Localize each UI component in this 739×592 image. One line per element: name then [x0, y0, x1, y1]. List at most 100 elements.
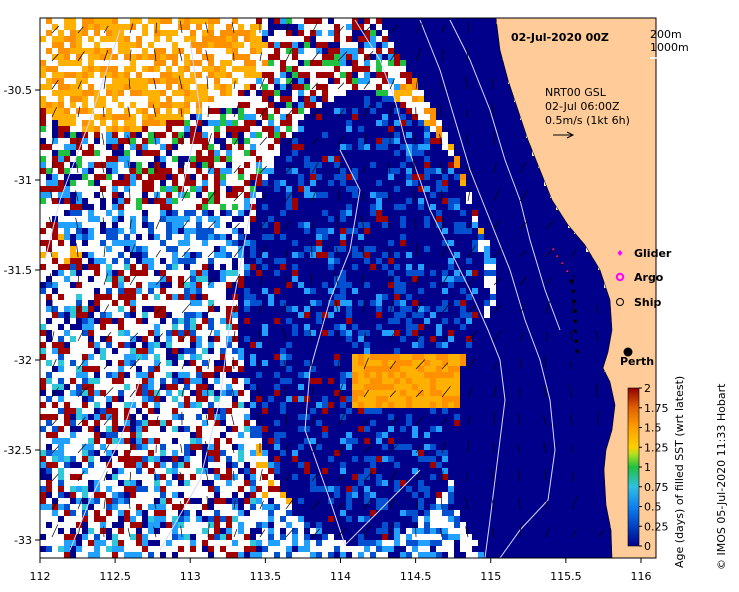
- sst-age-cell: [412, 306, 418, 312]
- sst-age-cell: [142, 114, 148, 120]
- sst-age-cell: [568, 354, 574, 360]
- sst-age-cell: [406, 252, 412, 258]
- sst-age-cell: [112, 120, 118, 126]
- sst-age-cell: [418, 384, 424, 390]
- sst-age-cell: [100, 186, 106, 192]
- sst-age-cell: [178, 132, 184, 138]
- sst-age-cell: [448, 90, 454, 96]
- sst-age-cell: [556, 318, 562, 324]
- sst-age-cell: [172, 210, 178, 216]
- sst-age-cell: [154, 102, 160, 108]
- sst-age-cell: [484, 30, 490, 36]
- sst-age-cell: [394, 432, 400, 438]
- sst-age-cell: [268, 372, 274, 378]
- sst-age-cell: [460, 198, 466, 204]
- sst-age-cell: [544, 420, 550, 426]
- sst-age-cell: [376, 216, 382, 222]
- sst-age-cell: [142, 354, 148, 360]
- sst-age-cell: [154, 174, 160, 180]
- sst-age-cell: [304, 342, 310, 348]
- sst-age-cell: [310, 348, 316, 354]
- sst-age-cell: [58, 78, 64, 84]
- sst-age-cell: [364, 138, 370, 144]
- sst-age-cell: [502, 72, 508, 78]
- sst-age-cell: [172, 174, 178, 180]
- sst-age-cell: [46, 48, 52, 54]
- sst-age-cell: [496, 414, 502, 420]
- sst-age-cell: [532, 324, 538, 330]
- sst-age-cell: [442, 180, 448, 186]
- sst-age-cell: [142, 252, 148, 258]
- sst-age-cell: [334, 24, 340, 30]
- sst-age-cell: [388, 168, 394, 174]
- sst-age-cell: [478, 120, 484, 126]
- sst-age-cell: [388, 216, 394, 222]
- sst-age-cell: [106, 276, 112, 282]
- sst-age-cell: [322, 372, 328, 378]
- sst-age-cell: [112, 348, 118, 354]
- sst-age-cell: [196, 96, 202, 102]
- sst-age-cell: [286, 342, 292, 348]
- sst-age-cell: [466, 84, 472, 90]
- sst-age-cell: [448, 402, 454, 408]
- sst-age-cell: [394, 420, 400, 426]
- sst-age-cell: [364, 96, 370, 102]
- sst-age-cell: [334, 366, 340, 372]
- sst-age-cell: [310, 144, 316, 150]
- sst-age-cell: [268, 18, 274, 24]
- sst-age-cell: [388, 96, 394, 102]
- sst-age-cell: [298, 390, 304, 396]
- sst-age-cell: [400, 72, 406, 78]
- sst-age-cell: [268, 270, 274, 276]
- sst-age-cell: [418, 120, 424, 126]
- sst-age-cell: [118, 276, 124, 282]
- sst-age-cell: [196, 222, 202, 228]
- sst-age-cell: [400, 366, 406, 372]
- sst-age-cell: [52, 120, 58, 126]
- sst-age-cell: [226, 168, 232, 174]
- sst-age-cell: [250, 270, 256, 276]
- sst-age-cell: [310, 282, 316, 288]
- sst-age-cell: [88, 258, 94, 264]
- sst-age-cell: [316, 228, 322, 234]
- sst-age-cell: [406, 288, 412, 294]
- sst-age-cell: [400, 156, 406, 162]
- sst-age-cell: [268, 294, 274, 300]
- sst-age-cell: [490, 72, 496, 78]
- sst-age-cell: [322, 438, 328, 444]
- sst-age-cell: [556, 414, 562, 420]
- sst-age-cell: [538, 426, 544, 432]
- sst-age-cell: [328, 216, 334, 222]
- sst-age-cell: [196, 354, 202, 360]
- sst-age-cell: [184, 360, 190, 366]
- sst-age-cell: [478, 270, 484, 276]
- sst-age-cell: [220, 156, 226, 162]
- sst-age-cell: [586, 318, 592, 324]
- sst-age-cell: [322, 222, 328, 228]
- sst-age-cell: [268, 180, 274, 186]
- sst-age-cell: [400, 30, 406, 36]
- sst-age-cell: [478, 258, 484, 264]
- sst-age-cell: [478, 168, 484, 174]
- sst-age-cell: [400, 42, 406, 48]
- sst-age-cell: [268, 240, 274, 246]
- sst-age-cell: [304, 318, 310, 324]
- sst-age-cell: [328, 42, 334, 48]
- sst-age-cell: [220, 318, 226, 324]
- sst-age-cell: [112, 180, 118, 186]
- sst-age-cell: [502, 240, 508, 246]
- sst-age-cell: [298, 210, 304, 216]
- sst-age-cell: [124, 408, 130, 414]
- sst-age-cell: [442, 408, 448, 414]
- sst-age-cell: [520, 438, 526, 444]
- sst-age-cell: [262, 306, 268, 312]
- sst-age-cell: [544, 408, 550, 414]
- sst-age-cell: [598, 348, 604, 354]
- sst-age-cell: [442, 378, 448, 384]
- sst-age-cell: [262, 216, 268, 222]
- sst-age-cell: [286, 330, 292, 336]
- sst-age-cell: [562, 384, 568, 390]
- sst-age-cell: [442, 282, 448, 288]
- sst-age-cell: [262, 84, 268, 90]
- sst-age-cell: [334, 288, 340, 294]
